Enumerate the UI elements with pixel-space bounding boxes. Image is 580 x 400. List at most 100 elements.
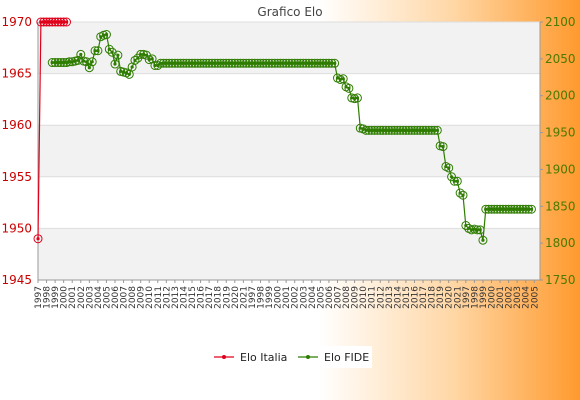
data-point-dot-elo-fide — [110, 50, 114, 54]
series-layer — [33, 17, 536, 245]
x-tick-label: 2004 — [522, 286, 532, 309]
left-tick-label: 1960 — [1, 118, 32, 132]
data-point-elo-italia — [62, 17, 72, 27]
data-point-elo-fide — [344, 83, 354, 93]
legend-label-elo-fide: Elo FIDE — [324, 351, 369, 364]
x-tick-label: 2006 — [325, 286, 335, 309]
series-elo-fide — [47, 30, 536, 245]
x-tick-label: 1998 — [256, 286, 266, 309]
x-tick-label: 2001 — [282, 286, 292, 309]
x-tick-label: 1997 — [462, 286, 472, 309]
data-point-elo-italia — [33, 234, 43, 244]
x-tick-label: 1999 — [479, 286, 489, 309]
legend-box — [208, 346, 372, 368]
data-point-dot-elo-fide — [90, 60, 94, 64]
grid-band — [38, 125, 540, 177]
right-tick-label: 1800 — [545, 236, 576, 250]
data-point-dot-elo-fide — [481, 238, 485, 242]
x-tick-label: 2021 — [239, 286, 249, 309]
x-tick-label: 2000 — [488, 286, 498, 309]
data-point-elo-fide — [101, 30, 111, 40]
x-axis-ticks: 1997199819992000200120022003200420052006… — [34, 280, 540, 309]
data-point-elo-fide — [110, 59, 120, 69]
x-tick-label: 2009 — [137, 286, 147, 309]
data-point-dot-elo-fide — [116, 53, 120, 57]
data-point-dot-elo-fide — [150, 57, 154, 61]
x-tick-label: 2002 — [291, 286, 301, 309]
data-point-dot-elo-italia — [36, 237, 40, 241]
data-point-dot-elo-fide — [435, 128, 439, 132]
x-tick-label: 2006 — [111, 286, 121, 309]
legend-label-elo-italia: Elo Italia — [240, 351, 287, 364]
right-tick-label: 2000 — [545, 89, 576, 103]
x-tick-label: 2015 — [402, 286, 412, 309]
x-tick-label: 1997 — [34, 286, 44, 309]
data-point-elo-fide — [81, 57, 91, 67]
x-tick-label: 2003 — [299, 286, 309, 309]
right-tick-label: 1750 — [545, 273, 576, 287]
x-tick-label: 2000 — [60, 286, 70, 309]
chart-title: Grafico Elo — [257, 5, 322, 19]
data-point-elo-fide — [447, 172, 457, 182]
data-point-elo-fide — [432, 125, 442, 135]
x-tick-label: 1999 — [265, 286, 275, 309]
data-point-elo-fide — [455, 188, 465, 198]
x-tick-label: 2002 — [505, 286, 515, 309]
data-point-dot-elo-fide — [529, 207, 534, 211]
x-tick-label: 2013 — [385, 286, 395, 309]
right-axis-ticks: 1750 1800 1850 1900 1950 2000 2050 2100 — [540, 15, 576, 287]
x-tick-label: 2001 — [496, 286, 506, 309]
right-tick-label: 2050 — [545, 52, 576, 66]
legend-marker-elo-fide — [306, 355, 310, 359]
x-tick-label: 2016 — [411, 286, 421, 309]
data-point-elo-fide — [107, 47, 117, 57]
data-point-dot-elo-fide — [478, 228, 482, 232]
series-elo-italia — [33, 17, 72, 244]
data-point-dot-elo-fide — [79, 52, 83, 57]
data-point-elo-fide — [526, 204, 536, 214]
x-tick-label: 2005 — [316, 286, 326, 309]
x-tick-label: 2009 — [351, 286, 361, 309]
data-point-dot-elo-fide — [96, 49, 100, 53]
data-point-dot-elo-fide — [355, 96, 360, 100]
x-tick-label: 2005 — [530, 286, 540, 309]
data-point-elo-fide — [475, 225, 485, 235]
x-tick-label: 2016 — [197, 286, 207, 309]
x-tick-label: 2004 — [308, 286, 318, 309]
x-tick-label: 2005 — [102, 286, 112, 309]
x-tick-label: 1998 — [470, 286, 480, 309]
data-point-elo-fide — [130, 55, 140, 65]
data-point-elo-fide — [444, 163, 454, 173]
right-tick-label: 1900 — [545, 162, 576, 176]
data-point-dot-elo-fide — [333, 61, 337, 65]
x-tick-label: 2017 — [419, 286, 429, 309]
data-point-dot-elo-fide — [87, 66, 91, 70]
x-tick-label: 1997 — [248, 286, 258, 309]
left-tick-label: 1970 — [1, 15, 32, 29]
x-tick-label: 2008 — [128, 286, 138, 309]
left-tick-label: 1965 — [1, 67, 32, 81]
data-point-elo-fide — [330, 58, 340, 68]
data-point-elo-fide — [153, 60, 163, 70]
x-tick-label: 2007 — [333, 286, 343, 309]
grid-band — [38, 228, 540, 280]
x-tick-label: 2008 — [342, 286, 352, 309]
x-tick-label: 2003 — [85, 286, 95, 309]
data-point-dot-elo-fide — [113, 62, 117, 66]
x-tick-label: 2000 — [274, 286, 284, 309]
legend: Elo Italia Elo FIDE — [208, 346, 372, 368]
x-tick-label: 2014 — [393, 286, 403, 309]
data-point-elo-fide — [352, 93, 362, 103]
data-point-elo-fide — [478, 235, 488, 245]
x-tick-label: 2002 — [77, 286, 87, 309]
x-tick-label: 2007 — [120, 286, 130, 309]
x-tick-label: 2001 — [68, 286, 78, 309]
data-point-elo-fide — [438, 142, 448, 152]
data-point-dot-elo-fide — [104, 32, 109, 37]
data-point-dot-elo-italia — [64, 20, 69, 24]
x-tick-label: 2013 — [171, 286, 181, 309]
x-tick-label: 2014 — [179, 286, 189, 309]
data-point-dot-elo-fide — [347, 86, 351, 90]
x-tick-label: 2010 — [145, 286, 155, 309]
